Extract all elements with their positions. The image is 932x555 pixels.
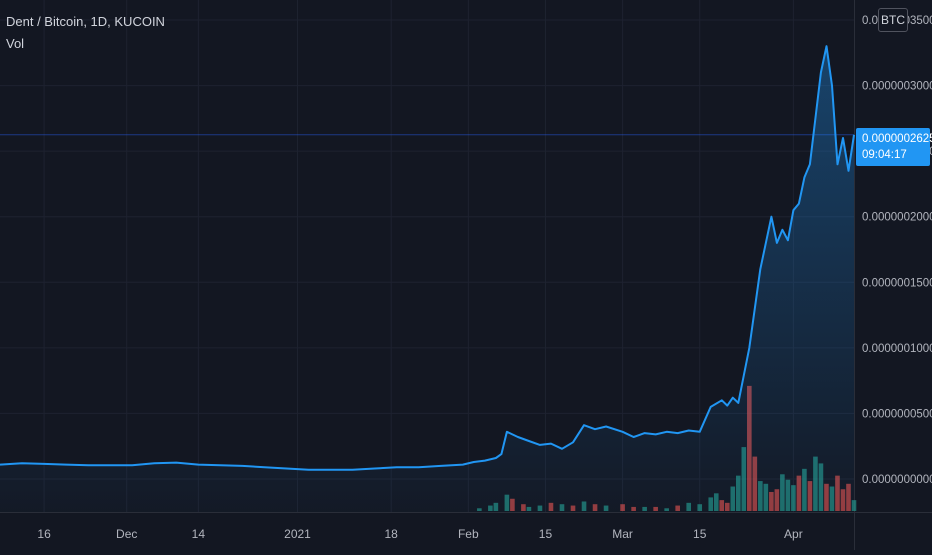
time-axis-label: Feb [458,527,479,541]
time-axis-label: 14 [192,527,206,541]
price-axis-label: 0.0000001500 [862,277,932,289]
price-area [0,46,854,512]
last-price-tag: 0.0000002625 09:04:17 [856,128,932,166]
time-axis-label: 18 [385,527,399,541]
time-axis-label: Apr [784,527,803,541]
volume-legend[interactable]: Vol [6,36,25,51]
price-axis-label: 0.0000002000 [862,212,932,224]
time-axis-label: Dec [116,527,137,541]
time-axis-label: Mar [612,527,633,541]
chart-title[interactable]: Dent / Bitcoin, 1D, KUCOIN [6,14,165,29]
last-price-value: 0.0000002625 [862,133,932,145]
price-area-fill [0,46,854,512]
time-axis-label: 2021 [284,527,311,541]
time-axis-label: 16 [37,527,51,541]
price-axis-label: 0.0000000000 [862,474,932,486]
price-axis-label: 0.0000003000 [862,81,932,93]
currency-button[interactable]: BTC [878,8,908,32]
bar-countdown: 09:04:17 [862,149,907,161]
time-axis[interactable]: 16 Dec 14 2021 18 Feb 15 Mar 15 Apr [37,527,802,541]
price-axis-label: 0.0000000500 [862,408,932,420]
price-line [0,45,855,471]
price-axis[interactable]: 0.00000035000.00000030000.00000025000.00… [862,15,932,486]
time-axis-label: 15 [693,527,707,541]
price-line-group [0,45,855,471]
time-axis-label: 15 [539,527,553,541]
price-axis-label: 0.0000001000 [862,343,932,355]
